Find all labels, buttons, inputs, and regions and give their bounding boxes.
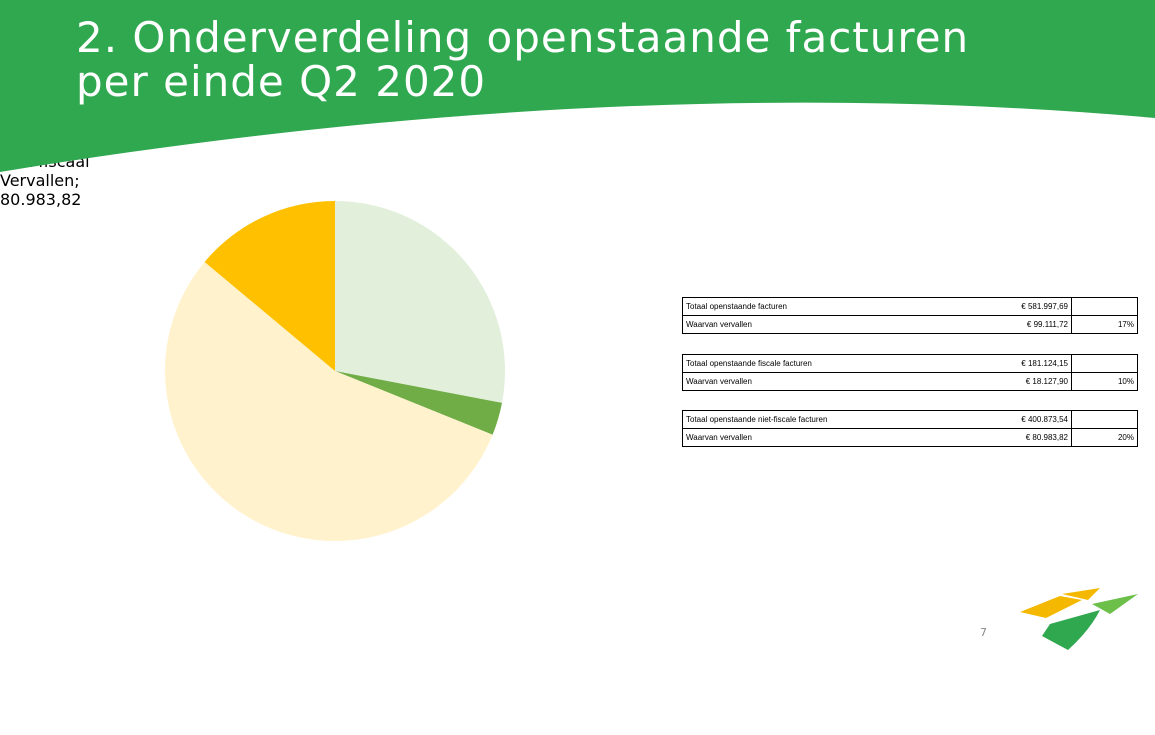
table-cell: 17%: [1071, 315, 1138, 334]
table-cell: € 18.127,90: [979, 372, 1072, 391]
table-row: Totaal openstaande facturen € 581.997,69: [682, 297, 1138, 316]
table-cell: 10%: [1071, 372, 1138, 391]
table-row: Waarvan vervallen € 80.983,82 20%: [682, 428, 1138, 447]
table-cell: Totaal openstaande fiscale facturen: [682, 354, 979, 373]
table-cell: Waarvan vervallen: [682, 372, 979, 391]
table-row: Totaal openstaande fiscale facturen € 181…: [682, 354, 1138, 373]
summary-table: Totaal openstaande fiscale facturen € 181…: [682, 354, 1138, 391]
table-row: Waarvan vervallen € 99.111,72 17%: [682, 315, 1138, 334]
table-cell: € 181.124,15: [979, 354, 1072, 373]
table-cell: € 80.983,82: [979, 428, 1072, 447]
table-cell: [1071, 297, 1138, 316]
table-cell: € 99.111,72: [979, 315, 1072, 334]
pie-slice: [335, 201, 506, 403]
summary-table: Totaal openstaande facturen € 581.997,69 W…: [682, 297, 1138, 334]
table-cell: [1071, 410, 1138, 429]
table-cell: Waarvan vervallen: [682, 315, 979, 334]
label-separator: ;: [74, 171, 80, 190]
table-row: Totaal openstaande niet-fiscale facturen…: [682, 410, 1138, 429]
table-cell: € 400.873,54: [979, 410, 1072, 429]
table-cell: € 581.997,69: [979, 297, 1072, 316]
title-line: per einde Q2 2020: [76, 57, 487, 106]
summary-table: Totaal openstaande niet-fiscale facturen…: [682, 410, 1138, 447]
page-number: 7: [980, 626, 987, 639]
logo: [1020, 588, 1138, 650]
table-cell: [1071, 354, 1138, 373]
table-cell: Totaal openstaande niet-fiscale facturen: [682, 410, 979, 429]
table-cell: Totaal openstaande facturen: [682, 297, 979, 316]
pie: [165, 201, 506, 541]
pie-slice: [335, 371, 502, 435]
pie-slice: [204, 201, 335, 371]
table-cell: 20%: [1071, 428, 1138, 447]
title-line: 2. Onderverdeling openstaande facturen: [76, 13, 970, 62]
header-band: [0, 0, 1155, 172]
title: 2. Onderverdeling openstaande facturen pe…: [76, 16, 969, 104]
pie-slice: [165, 261, 493, 541]
label-value: 80.983,82: [0, 190, 82, 209]
table-cell: Waarvan vervallen: [682, 428, 979, 447]
table-row: Waarvan vervallen € 18.127,90 10%: [682, 372, 1138, 391]
